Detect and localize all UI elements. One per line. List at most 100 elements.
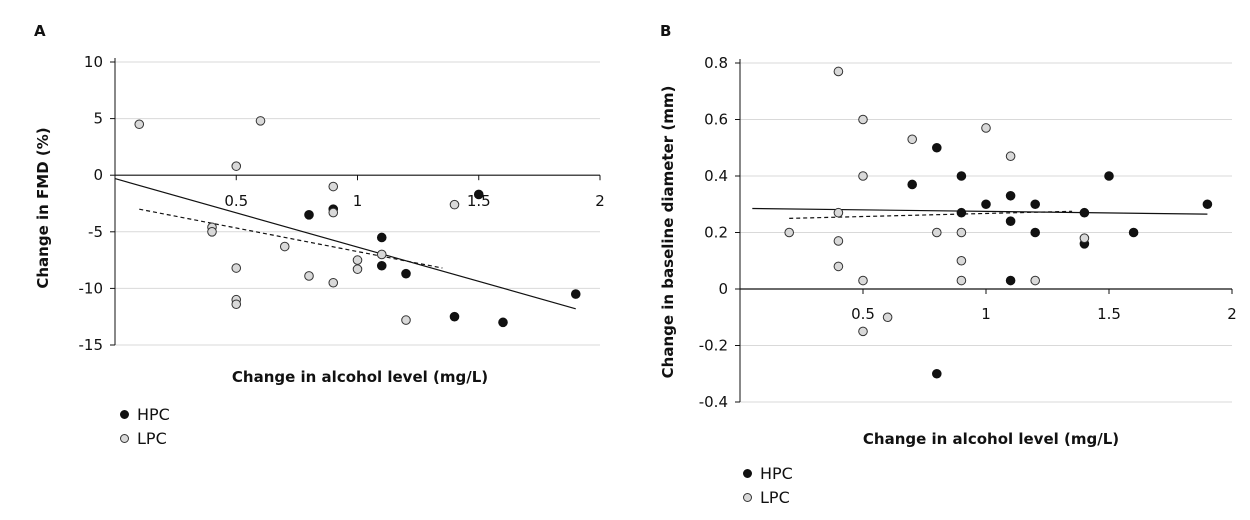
x-tick-label: 1 (353, 192, 363, 210)
y-tick-label: 0 (93, 166, 103, 184)
x-tick-label: 1.5 (467, 192, 491, 210)
legend-item-hpc: HPC (120, 402, 170, 426)
lpc-point (449, 199, 460, 210)
lpc-point (981, 123, 991, 133)
filled-circle-icon (743, 468, 752, 478)
hpc-point (1079, 207, 1090, 218)
y-tick-label: 0 (718, 280, 728, 298)
hpc-point (376, 260, 387, 271)
y-tick-label: -0.4 (699, 393, 728, 411)
panel-a-label: A (34, 22, 46, 40)
hpc-point (1005, 190, 1016, 201)
hpc-point (956, 207, 967, 218)
lpc-point (882, 312, 893, 323)
y-tick-label: -15 (79, 336, 104, 354)
trendline-lpc (139, 208, 443, 269)
x-tick-label: 2 (595, 192, 605, 210)
x-tick-label: 0.5 (851, 305, 875, 323)
chart-a-legend: HPC LPC (120, 402, 170, 450)
x-tick-label: 1 (981, 305, 991, 323)
lpc-point (858, 171, 868, 181)
lpc-point (833, 261, 844, 272)
lpc-point (1005, 151, 1016, 162)
y-tick-label: -5 (88, 223, 103, 241)
hpc-point (932, 368, 942, 379)
y-axis-label: Change in FMD (%) (34, 127, 52, 288)
x-tick-label: 1.5 (1097, 305, 1121, 323)
x-axis-label: Change in alcohol level (mg/L) (863, 430, 1119, 448)
legend-item-hpc: HPC (743, 461, 793, 485)
x-axis-label: Change in alcohol level (mg/L) (232, 368, 488, 386)
chart-a: 10 5 0 -5 -10 -15 0.5 1 1.5 2 Change in alcohol le… (34, 53, 605, 386)
legend-label: HPC (137, 404, 170, 424)
y-tick-label: 5 (93, 110, 103, 128)
lpc-point (907, 134, 918, 145)
hpc-point (981, 199, 991, 210)
panel-b-label: B (660, 22, 672, 40)
lpc-point (328, 207, 339, 218)
hpc-point (932, 142, 942, 153)
lpc-point (231, 263, 242, 273)
legend-label: LPC (137, 428, 167, 448)
filled-circle-icon (120, 409, 129, 419)
legend-label: LPC (760, 487, 790, 507)
y-tick-label: -10 (79, 279, 104, 297)
trendline-hpc (752, 207, 1208, 215)
lpc-point (833, 236, 844, 246)
lpc-point (858, 114, 868, 125)
legend-item-lpc: LPC (120, 426, 170, 450)
y-tick-label: 0.2 (704, 224, 728, 242)
hpc-point (570, 289, 581, 299)
hpc-point (1030, 227, 1041, 238)
hpc-point (1005, 275, 1016, 286)
lpc-point (352, 255, 363, 265)
lpc-point (255, 116, 266, 126)
lpc-point (833, 207, 844, 218)
lpc-point (328, 181, 339, 192)
hpc-point (449, 311, 460, 322)
lpc-point (1030, 275, 1041, 286)
hpc-point (907, 179, 918, 190)
hpc-point (1202, 199, 1213, 210)
lpc-point (784, 227, 794, 238)
hpc-point (1128, 227, 1139, 238)
chart-b: 0.8 0.6 0.4 0.2 0 -0.2 -0.4 0.5 1 1.5 2 Change in a… (659, 54, 1237, 448)
hpc-point (1104, 171, 1114, 181)
lpc-point (207, 227, 217, 237)
lpc-point (932, 227, 942, 238)
lpc-point (1079, 233, 1090, 243)
open-circle-icon (120, 433, 129, 443)
lpc-point (304, 271, 314, 281)
lpc-point (858, 275, 868, 286)
lpc-point (279, 241, 290, 252)
hpc-point (473, 189, 484, 200)
lpc-point (231, 161, 242, 171)
lpc-point (833, 66, 844, 77)
trendline-hpc (114, 178, 576, 310)
legend-label: HPC (760, 463, 793, 483)
y-tick-label: 0.8 (704, 54, 728, 72)
hpc-point (376, 232, 387, 243)
hpc-point (1005, 216, 1016, 226)
y-tick-label: -0.2 (699, 337, 728, 355)
y-tick-label: 10 (84, 53, 103, 71)
hpc-point (304, 210, 314, 220)
y-tick-label: 0.6 (704, 111, 728, 129)
lpc-point (352, 264, 363, 274)
lpc-point (328, 277, 339, 288)
legend-item-lpc: LPC (743, 485, 793, 509)
x-tick-label: 0.5 (224, 192, 248, 210)
lpc-point (231, 299, 242, 310)
lpc-point (956, 255, 967, 266)
lpc-point (376, 249, 387, 260)
hpc-point (401, 268, 411, 279)
lpc-point (401, 315, 411, 325)
trendline-lpc (789, 210, 1073, 219)
lpc-point (858, 326, 868, 337)
y-axis-label: Change in baseline diameter (mm) (659, 86, 677, 379)
y-tick-label: 0.4 (704, 167, 728, 185)
x-tick-label: 2 (1227, 305, 1237, 323)
hpc-point (956, 171, 967, 181)
chart-b-legend: HPC LPC (743, 461, 793, 509)
